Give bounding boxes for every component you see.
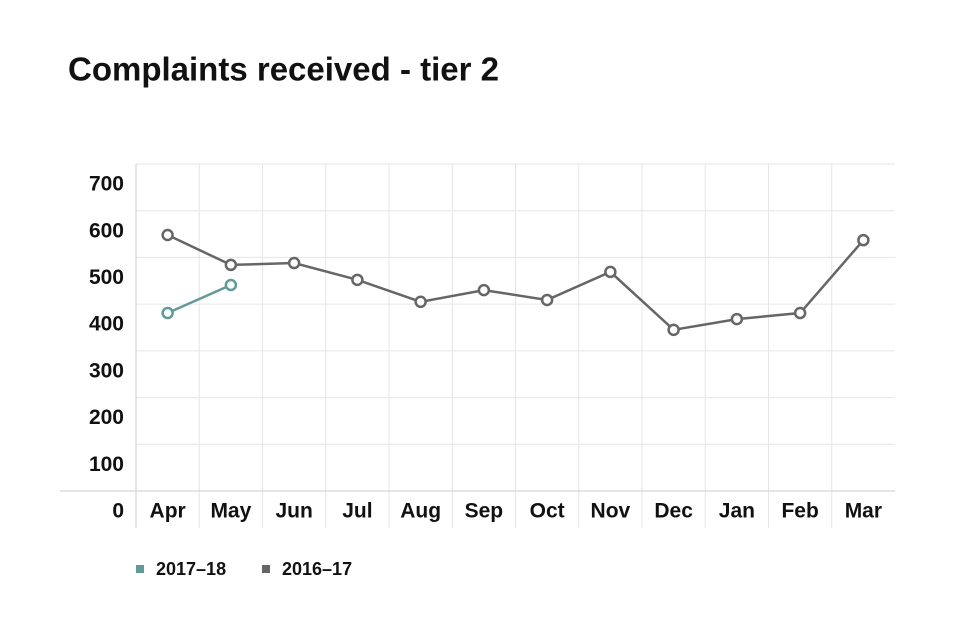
y-tick-label: 100 bbox=[89, 453, 124, 476]
point bbox=[351, 273, 364, 287]
y-tick-label: 600 bbox=[89, 219, 124, 242]
x-tick-label: Mar bbox=[845, 500, 882, 523]
y-tick-label: 0 bbox=[112, 500, 124, 523]
x-tick-label: Nov bbox=[591, 500, 631, 523]
y-tick-label: 200 bbox=[89, 406, 124, 429]
legend-swatch bbox=[136, 565, 144, 573]
x-tick-label: Feb bbox=[781, 500, 818, 523]
x-tick-label: Dec bbox=[654, 500, 693, 523]
x-tick-label: Apr bbox=[150, 500, 186, 523]
y-tick-label: 300 bbox=[89, 359, 124, 382]
x-tick-label: Jul bbox=[342, 500, 372, 523]
point bbox=[477, 283, 491, 297]
y-tick-label: 700 bbox=[89, 173, 124, 196]
series-line bbox=[167, 283, 232, 315]
point bbox=[793, 306, 807, 320]
point bbox=[414, 295, 427, 309]
y-tick-label: 500 bbox=[89, 266, 124, 289]
x-tick-label: Jun bbox=[275, 500, 312, 523]
legend-swatch bbox=[262, 565, 270, 573]
point bbox=[730, 312, 744, 326]
x-tick-label: May bbox=[210, 500, 251, 523]
point bbox=[161, 228, 174, 242]
point bbox=[224, 278, 238, 292]
x-tick-label: Jan bbox=[719, 500, 755, 523]
point bbox=[540, 293, 554, 307]
legend-label: 2017–18 bbox=[156, 559, 226, 579]
y-tick-label: 400 bbox=[89, 313, 124, 336]
x-tick-label: Sep bbox=[465, 500, 504, 523]
chart-title: Complaints received - tier 2 bbox=[68, 51, 499, 88]
series-line bbox=[167, 233, 865, 332]
point bbox=[604, 265, 617, 279]
point bbox=[857, 233, 870, 247]
point bbox=[667, 323, 680, 337]
point bbox=[287, 256, 301, 270]
x-tick-label: Aug bbox=[400, 500, 441, 523]
point bbox=[161, 306, 174, 320]
legend-label: 2016–17 bbox=[282, 559, 352, 579]
point bbox=[224, 258, 238, 272]
x-tick-label: Oct bbox=[530, 500, 565, 523]
